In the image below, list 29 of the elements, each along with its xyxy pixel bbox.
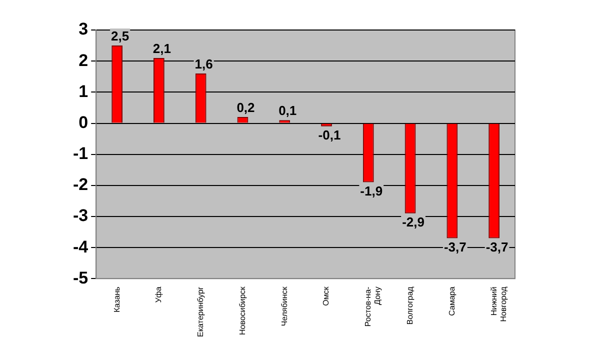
x-tick-label: Омск <box>322 286 331 306</box>
x-tick-label: Екатеринбург <box>196 286 206 337</box>
data-label: -0,1 <box>318 127 341 142</box>
data-label: 0,2 <box>236 100 255 116</box>
y-tick-label: -5 <box>72 268 88 288</box>
data-label: 0,1 <box>278 103 297 118</box>
x-tick-label: Уфа <box>154 286 164 303</box>
x-tick-label: Казань <box>112 286 122 312</box>
y-tick-label: 0 <box>78 112 88 132</box>
data-label: -1,9 <box>360 183 383 198</box>
y-tick-label: 1 <box>78 82 88 101</box>
x-tick-label: Ростов-на-Дону <box>364 286 382 327</box>
x-tick-label: Волгоград <box>405 286 414 325</box>
data-label: -3,7 <box>444 239 466 254</box>
x-tick-label: Самара <box>447 286 456 316</box>
x-tick-label: Новосибирск <box>238 286 247 335</box>
data-label: -3,7 <box>486 239 508 254</box>
y-tick-label: -1 <box>72 144 88 164</box>
data-label: -2,9 <box>402 214 424 230</box>
x-tick-label: Челябинск <box>280 286 289 326</box>
y-tick-label: 2 <box>78 50 88 70</box>
y-tick-label: -4 <box>72 237 89 256</box>
data-label: 2,1 <box>152 41 171 56</box>
x-tick-label: Нижний Новгород <box>489 286 508 322</box>
data-label: 2,5 <box>111 28 130 44</box>
y-tick-label: -3 <box>72 206 88 226</box>
y-tick-label: 3 <box>78 20 88 39</box>
data-label: 1,6 <box>194 56 213 72</box>
y-tick-label: -2 <box>72 175 88 194</box>
